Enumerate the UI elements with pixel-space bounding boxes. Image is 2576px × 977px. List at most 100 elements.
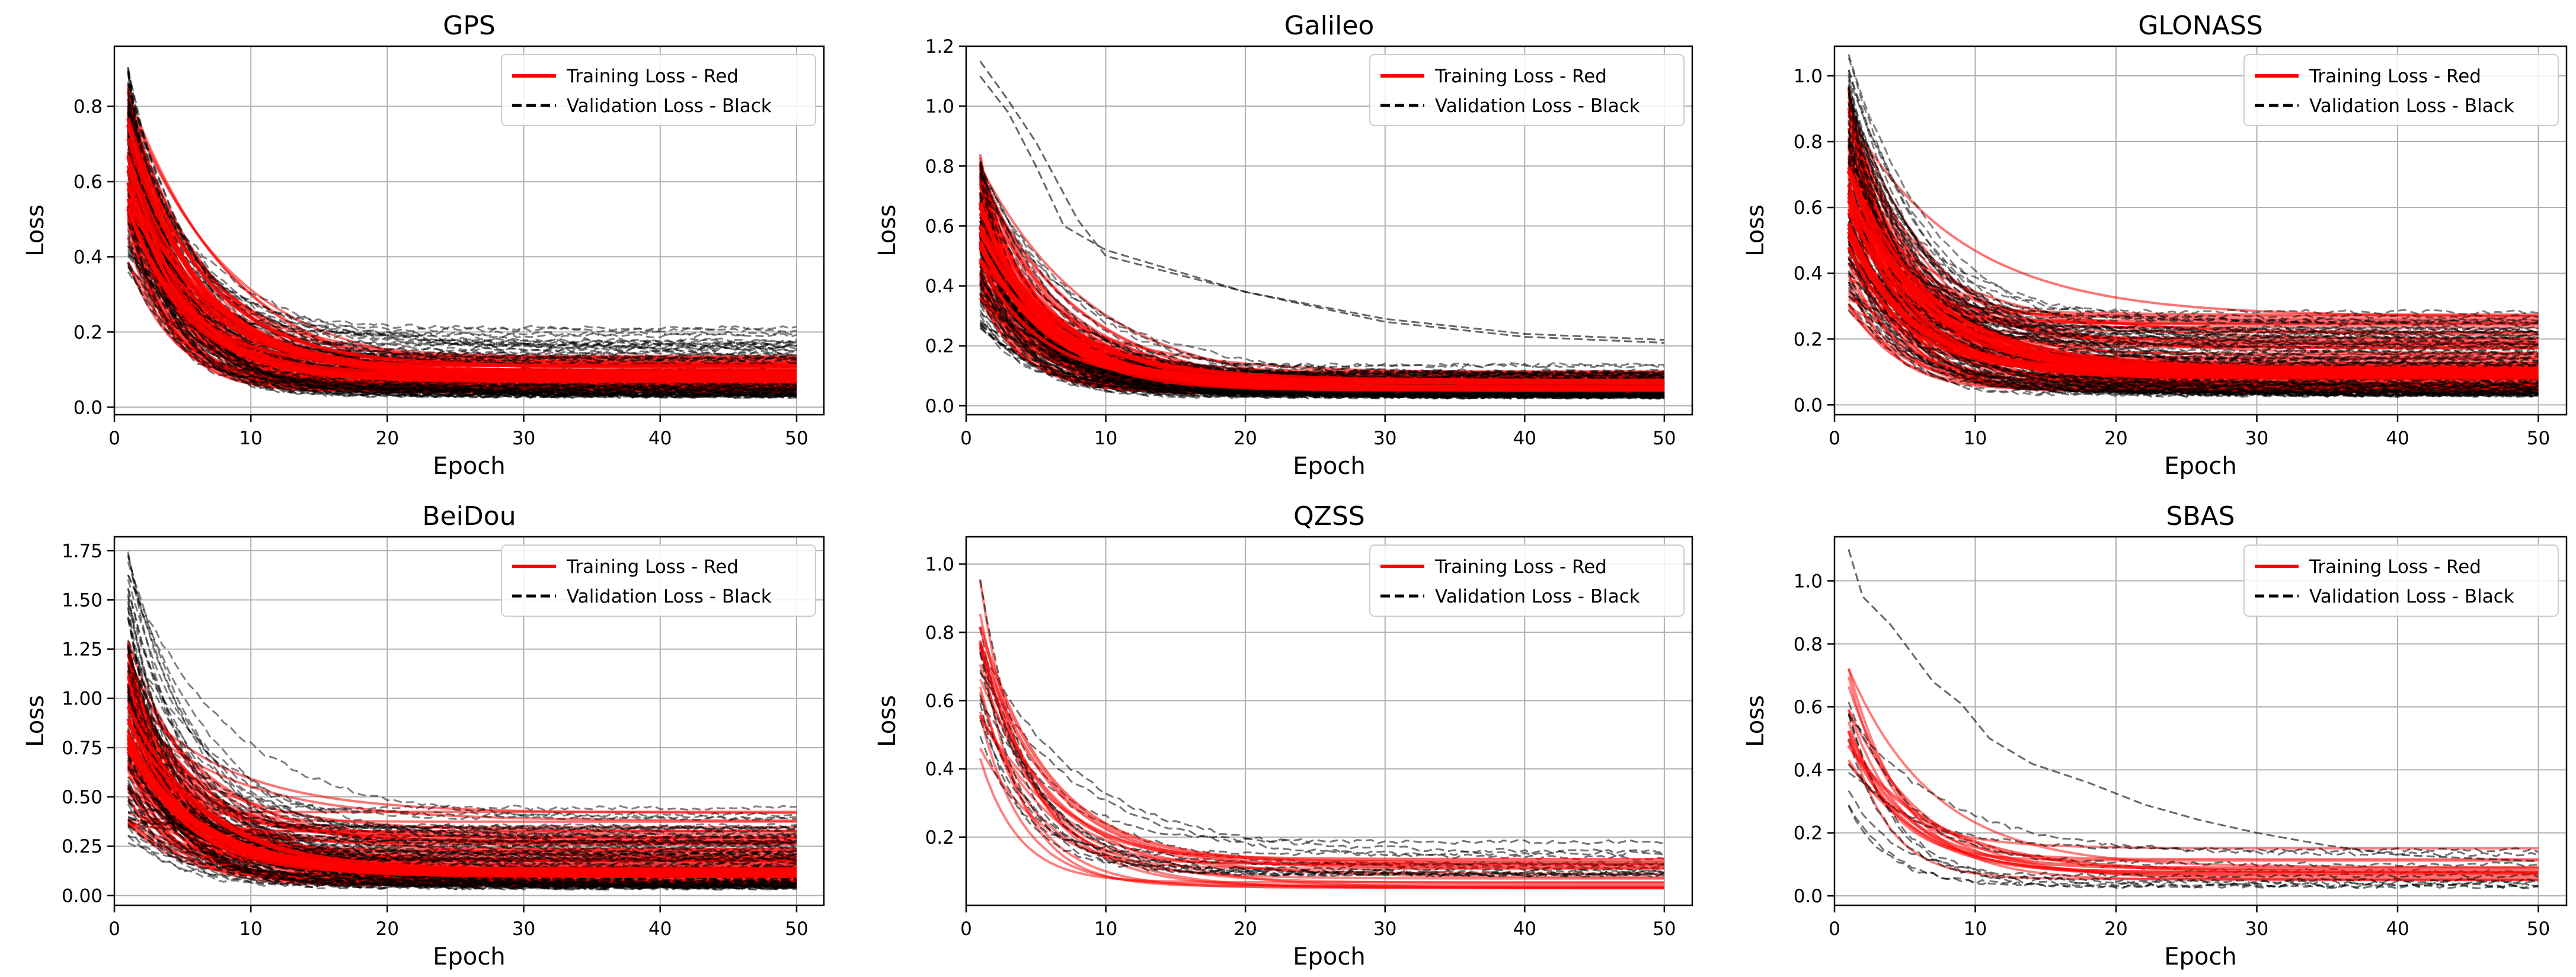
legend-label-validation: Validation Loss - Black — [2309, 586, 2514, 607]
axes-frame — [1833, 536, 2568, 906]
x-axis-label: Epoch — [433, 943, 505, 970]
y-tick-label: 0.6 — [73, 171, 103, 193]
validation-loss-line — [127, 71, 797, 394]
validation-loss-line — [127, 574, 797, 821]
y-tick-label: 0.2 — [1794, 329, 1823, 350]
training-loss-line — [127, 710, 797, 822]
training-loss-line — [979, 758, 1664, 883]
chart-title: GLONASS — [2138, 11, 2263, 41]
training-loss-line — [979, 232, 1664, 385]
y-tick-label: 0.0 — [1794, 886, 1823, 907]
validation-loss-line — [127, 639, 797, 841]
validation-loss-line — [1848, 701, 2539, 868]
validation-loss-line — [127, 825, 797, 883]
training-loss-line — [979, 258, 1664, 383]
validation-loss-line — [127, 579, 797, 822]
x-tick-label: 50 — [1653, 428, 1676, 449]
curve-bundle — [978, 579, 1665, 890]
y-tick-label: 0.8 — [1794, 634, 1823, 655]
validation-loss-line — [979, 652, 1665, 845]
y-tick-label: 1.0 — [1794, 571, 1823, 592]
validation-loss-line — [979, 736, 1665, 857]
validation-loss-line — [979, 160, 1665, 382]
validation-loss-line — [127, 687, 797, 888]
chart-title: GPS — [443, 11, 496, 41]
y-tick-label: 0.4 — [1794, 263, 1823, 284]
validation-loss-line — [979, 167, 1664, 390]
validation-loss-line — [979, 75, 1664, 341]
y-tick-label: 0.25 — [62, 836, 103, 857]
validation-loss-line — [1848, 158, 2539, 326]
y-tick-label: 0.4 — [1794, 760, 1823, 781]
validation-loss-line — [1848, 250, 2539, 353]
validation-loss-line — [1848, 272, 2539, 356]
validation-loss-line — [1848, 771, 2539, 853]
legend-label-training: Training Loss - Red — [566, 66, 739, 87]
validation-loss-line — [1848, 549, 2539, 863]
training-loss-line — [979, 715, 1664, 886]
chart-title: BeiDou — [422, 501, 516, 531]
validation-loss-line — [127, 741, 797, 831]
panel-galileo: 0 10 20 30 40 50 0.0 0.2 0.4 0.6 0.8 1.0 1.2 Galileo E… — [874, 11, 1693, 480]
panel-sbas: 0 10 20 30 40 50 0.0 0.2 0.4 0.6 0.8 1.0 SBAS Epoch Lo… — [1742, 501, 2568, 970]
validation-loss-line — [1848, 69, 2539, 364]
y-tick-label: 1.0 — [1794, 66, 1823, 87]
x-tick-label: 50 — [2527, 918, 2550, 940]
legend-box — [501, 54, 816, 126]
validation-loss-line — [1848, 84, 2539, 345]
x-tick-label: 40 — [2386, 428, 2409, 449]
legend: Training Loss - Red Validation Loss - Bla… — [1369, 544, 1685, 617]
y-tick-label: 0.6 — [1794, 197, 1823, 219]
x-tick-label: 10 — [1094, 918, 1117, 940]
training-loss-line — [126, 750, 797, 877]
x-tick-label: 10 — [239, 428, 262, 449]
validation-loss-line — [127, 175, 797, 351]
validation-loss-line — [127, 156, 797, 347]
x-tick-label: 40 — [1513, 428, 1536, 449]
validation-loss-line — [1848, 73, 2539, 337]
y-axis-label: Loss — [1742, 695, 1769, 747]
validation-loss-line — [1848, 141, 2539, 325]
validation-loss-line — [1848, 191, 2539, 315]
x-tick-label: 40 — [648, 428, 672, 449]
legend-label-training: Training Loss - Red — [1434, 66, 1607, 87]
x-axis-label: Epoch — [433, 453, 505, 480]
x-tick-label: 30 — [2245, 428, 2268, 449]
validation-loss-line — [979, 323, 1665, 397]
training-loss-line — [1848, 115, 2539, 318]
panel-qzss: 0 10 20 30 40 50 0.2 0.4 0.6 0.8 1.0 QZSS Epoch Loss T… — [874, 501, 1693, 970]
panel-beidou: 0 10 20 30 40 50 0.00 0.25 0.50 0.75 1.00 1.25 1.50 1… — [22, 501, 825, 970]
validation-loss-line — [979, 719, 1664, 875]
legend-box — [1369, 544, 1685, 617]
curve-bundle — [126, 551, 797, 891]
validation-loss-line — [979, 645, 1665, 876]
y-tick-label: 0.8 — [73, 97, 103, 118]
x-tick-label: 20 — [376, 918, 399, 940]
validation-loss-line — [127, 732, 797, 818]
axes-frame — [1833, 45, 2568, 416]
validation-loss-line — [1848, 738, 2539, 884]
validation-loss-line — [1848, 294, 2539, 386]
validation-loss-line — [1848, 139, 2539, 323]
y-tick-label: 0.2 — [925, 827, 954, 848]
y-tick-label: 1.0 — [925, 96, 954, 117]
training-loss-line — [1846, 184, 2539, 379]
y-tick-label: 0.75 — [62, 738, 103, 759]
training-loss-line — [979, 613, 1664, 866]
x-tick-label: 0 — [960, 428, 972, 449]
y-tick-label: 1.75 — [62, 540, 103, 562]
x-tick-label: 0 — [1829, 428, 1840, 449]
y-tick-label: 0.8 — [925, 156, 954, 177]
x-tick-label: 10 — [1964, 918, 1987, 940]
y-tick-label: 0.6 — [1794, 697, 1823, 718]
x-tick-label: 0 — [1829, 918, 1840, 940]
curve-bundle — [126, 67, 797, 399]
y-axis-label: Loss — [22, 695, 49, 747]
legend-label-validation: Validation Loss - Black — [567, 586, 772, 607]
x-tick-label: 10 — [239, 918, 262, 940]
x-tick-label: 50 — [2527, 428, 2550, 449]
training-loss-line — [126, 155, 797, 383]
axes-frame — [965, 536, 1693, 906]
training-loss-line — [126, 209, 797, 367]
